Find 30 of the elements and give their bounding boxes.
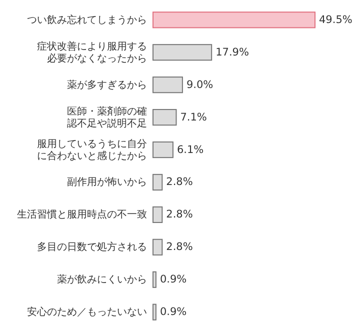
data-label: 9.0% — [186, 78, 214, 91]
data-label: 0.9% — [160, 274, 187, 286]
y-tick-label: 薬が多すぎるから — [67, 78, 147, 90]
bar — [152, 109, 177, 126]
data-label: 2.8% — [166, 208, 193, 221]
y-tick-label: 薬が飲みにくいから — [57, 273, 147, 286]
bar — [152, 238, 163, 256]
bar — [152, 12, 316, 28]
data-label: 17.9% — [216, 46, 249, 58]
bar — [152, 174, 163, 191]
data-label: 49.5% — [319, 14, 352, 26]
data-label: 2.8% — [166, 241, 193, 254]
bar — [152, 76, 183, 94]
y-tick-label: 多目の日数で処方される — [37, 240, 147, 253]
y-tick-label: 服用しているうちに自分に合わないと感じたから — [37, 137, 147, 162]
bar — [152, 271, 156, 288]
y-tick-label: つい飲み忘れてしまうから — [27, 13, 147, 26]
y-tick-label: 医師・薬剤師の確認不足や説明不足 — [67, 104, 147, 129]
bar — [152, 44, 212, 61]
bar — [152, 304, 156, 320]
data-label: 7.1% — [180, 111, 207, 124]
data-label: 6.1% — [176, 144, 204, 156]
y-tick-label: 安心のため／もったいない — [27, 306, 147, 318]
y-tick-label: 生活習慣と服用時点の不一致 — [17, 208, 147, 220]
bar — [152, 206, 163, 223]
bar — [152, 141, 174, 158]
data-label: 2.8% — [166, 176, 193, 188]
y-tick-label: 症状改善により服用する必要がなくなったから — [37, 40, 147, 64]
y-tick-label: 副作用が怖いから — [67, 176, 147, 188]
data-label: 0.9% — [160, 306, 187, 318]
